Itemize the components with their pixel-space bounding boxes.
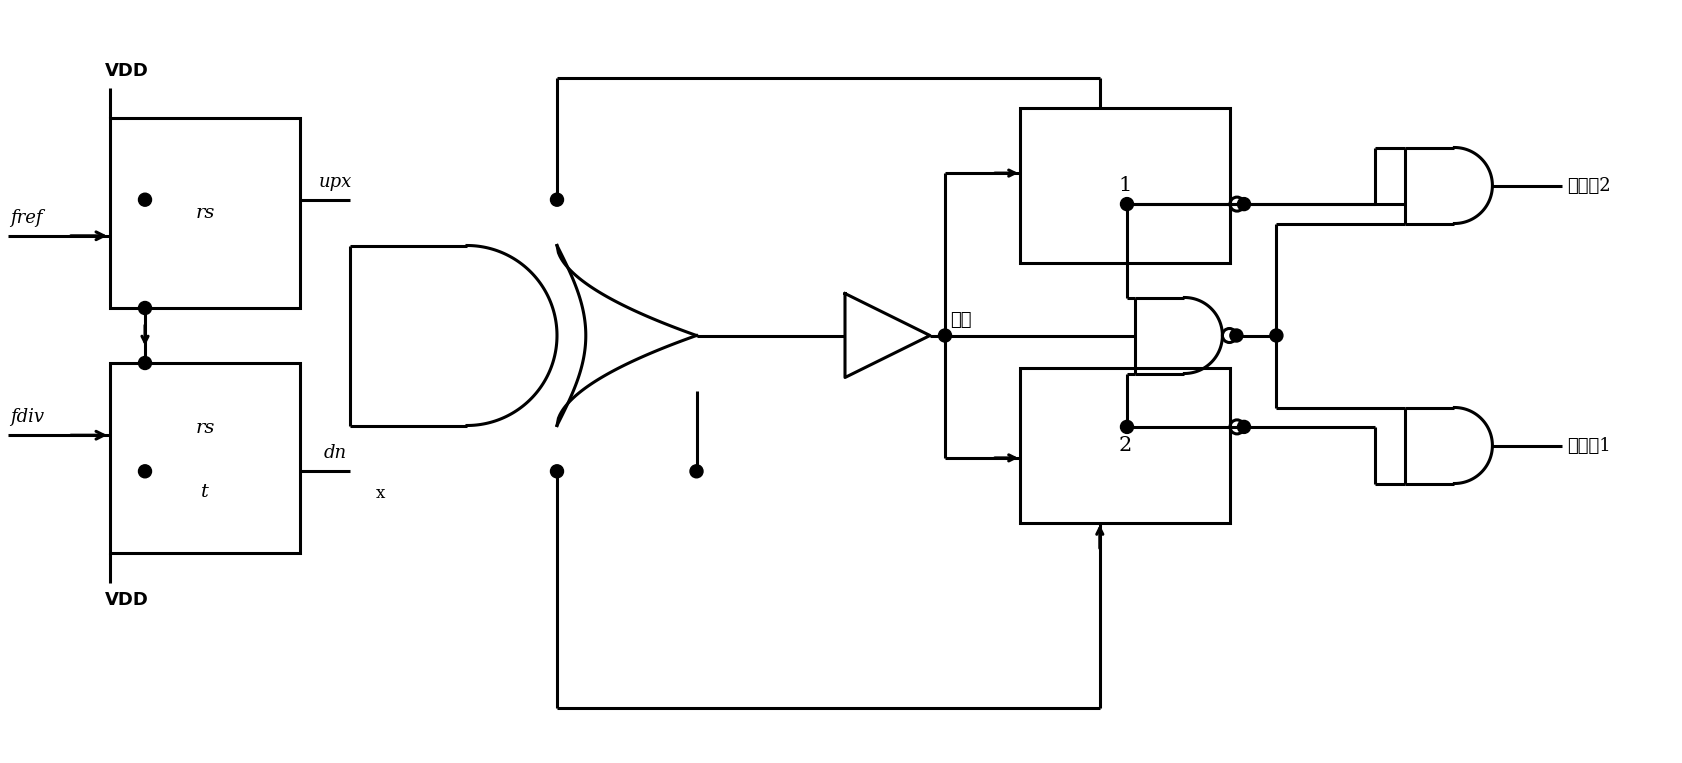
Circle shape xyxy=(690,465,703,478)
Circle shape xyxy=(1230,329,1243,342)
Bar xyxy=(109,363,299,553)
Circle shape xyxy=(138,465,151,478)
Bar xyxy=(1019,368,1230,523)
Text: 2: 2 xyxy=(1119,436,1132,455)
Circle shape xyxy=(1120,420,1134,433)
Text: VDD: VDD xyxy=(104,62,150,80)
Circle shape xyxy=(1270,329,1283,342)
Text: dn: dn xyxy=(323,444,346,462)
Text: x: x xyxy=(375,485,385,502)
Circle shape xyxy=(550,193,563,206)
Circle shape xyxy=(550,465,563,478)
Circle shape xyxy=(138,356,151,369)
Text: rs: rs xyxy=(195,419,215,436)
Text: 符号位1: 符号位1 xyxy=(1568,436,1611,455)
Text: rs: rs xyxy=(195,204,215,222)
Text: 符号位2: 符号位2 xyxy=(1568,176,1611,195)
Circle shape xyxy=(1120,198,1134,211)
Text: VDD: VDD xyxy=(104,591,150,609)
Circle shape xyxy=(1238,420,1250,433)
Circle shape xyxy=(138,193,151,206)
Text: 相差: 相差 xyxy=(950,311,972,330)
Text: fdiv: fdiv xyxy=(10,408,44,427)
Text: fref: fref xyxy=(10,209,42,227)
Bar xyxy=(109,118,299,308)
Text: 1: 1 xyxy=(1119,176,1132,195)
Circle shape xyxy=(939,329,952,342)
Text: t: t xyxy=(202,483,209,501)
Circle shape xyxy=(138,301,151,314)
Text: upx: upx xyxy=(318,172,352,191)
Circle shape xyxy=(1238,198,1250,211)
Bar xyxy=(1019,108,1230,263)
